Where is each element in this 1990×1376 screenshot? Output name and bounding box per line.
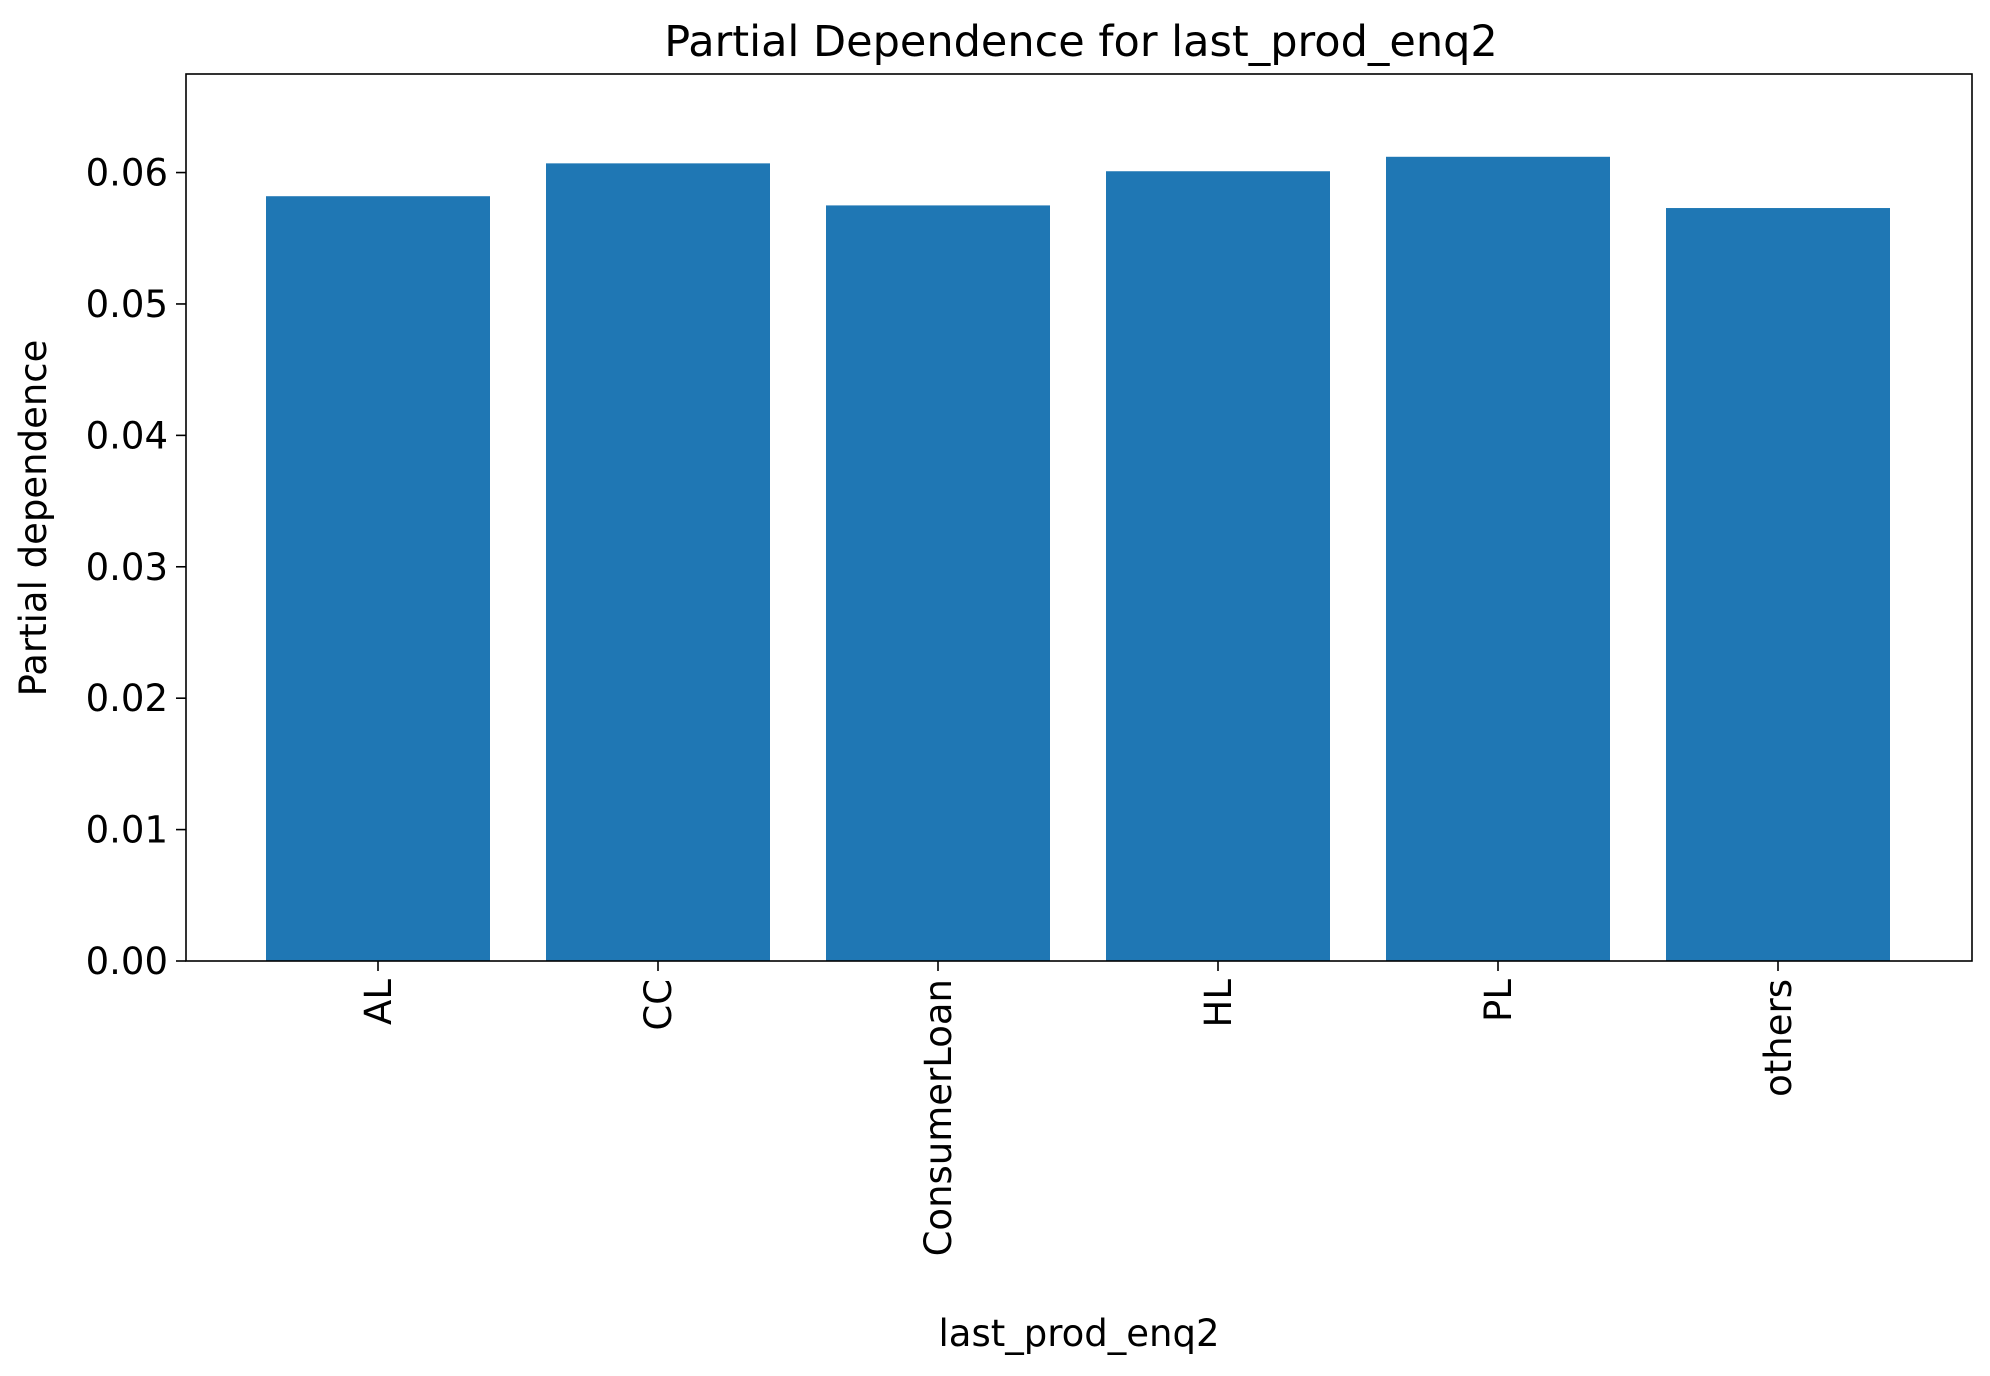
x-tick-label: AL: [357, 979, 400, 1025]
bars-layer: [266, 156, 1890, 962]
x-tick-label: PL: [1477, 979, 1520, 1022]
y-tick-label: 0.04: [86, 414, 168, 457]
x-axis: AL CC ConsumerLoan HL PL others: [357, 961, 1800, 1256]
y-tick-label: 0.00: [86, 940, 168, 983]
y-tick-label: 0.03: [86, 546, 168, 589]
x-tick-label: others: [1757, 979, 1800, 1097]
x-tick-label: CC: [637, 979, 680, 1031]
y-tick-label: 0.06: [86, 152, 168, 195]
bar-pl: [1386, 156, 1610, 961]
y-tick-label: 0.05: [86, 283, 168, 326]
bar-al: [266, 196, 490, 962]
bar-others: [1666, 208, 1890, 962]
chart-title: Partial Dependence for last_prod_enq2: [664, 17, 1497, 67]
x-tick-label: ConsumerLoan: [917, 979, 960, 1256]
y-axis: 0.00 0.01 0.02 0.03 0.04 0.05 0.06: [86, 152, 186, 983]
bar-cc: [546, 163, 770, 961]
y-axis-label: Partial dependence: [12, 340, 55, 697]
y-tick-label: 0.02: [86, 677, 168, 720]
plot-area-frame: [185, 73, 1973, 962]
x-tick-label: HL: [1197, 979, 1240, 1028]
bar-consumerloan: [826, 205, 1050, 961]
bar-hl: [1106, 171, 1330, 962]
y-tick-label: 0.01: [86, 809, 168, 852]
x-axis-label: last_prod_enq2: [939, 1312, 1220, 1355]
